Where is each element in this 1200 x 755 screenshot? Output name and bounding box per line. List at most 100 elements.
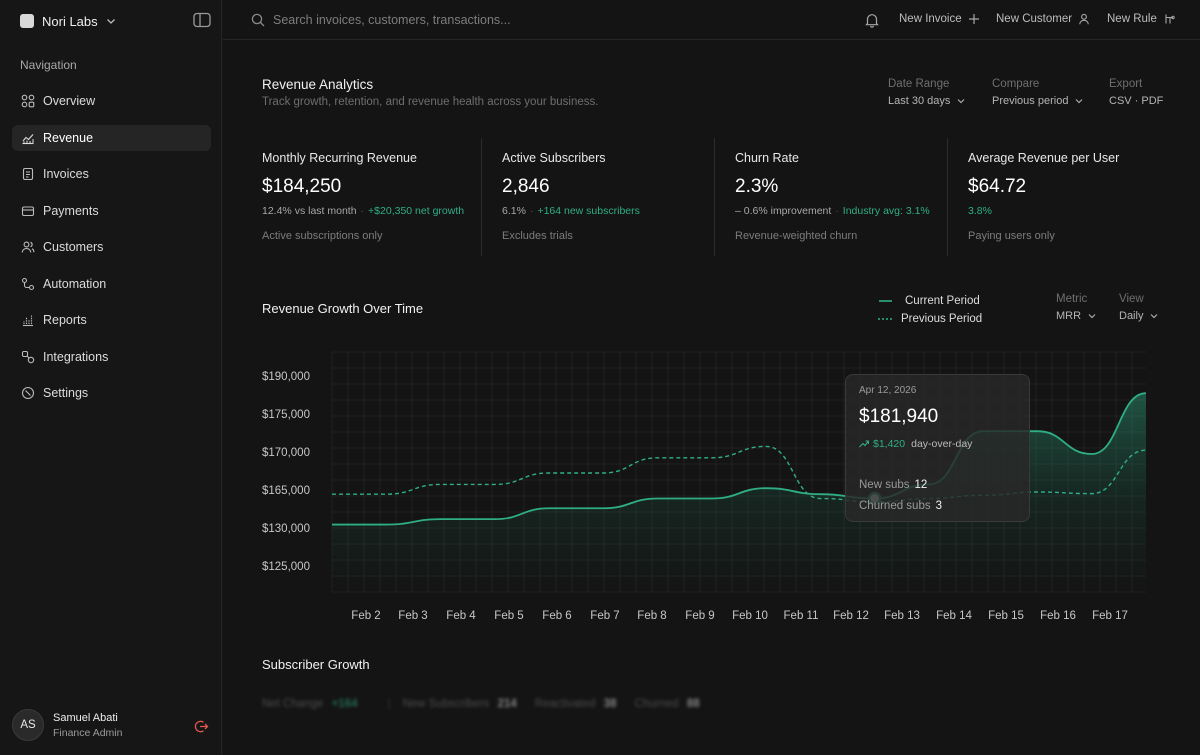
kpi-value: 2.3% — [735, 176, 779, 197]
view-select[interactable]: Daily — [1119, 310, 1159, 322]
chart-legend: Current Period Previous Period — [878, 292, 982, 328]
metric-value: MRR — [1056, 310, 1082, 322]
kpi-change-line: 3.8% — [968, 205, 992, 217]
nav-heading: Navigation — [20, 58, 77, 72]
metric-select[interactable]: MRR — [1056, 310, 1097, 322]
tooltip-churned-label: Churned subs — [859, 500, 931, 512]
kpi-value: $64.72 — [968, 176, 1027, 197]
x-tick-label: Feb 10 — [732, 610, 768, 622]
legend-current-label: Current Period — [905, 295, 980, 307]
kpi-card-subscribers: Active Subscribers 2,846 6.1% · +164 new s… — [502, 140, 702, 255]
x-tick-label: Feb 8 — [637, 610, 667, 622]
legend-dashed-swatch — [878, 318, 892, 320]
search-input[interactable] — [273, 10, 693, 30]
page-subtitle: Track growth, retention, and revenue hea… — [262, 96, 599, 108]
kpi-label: Churn Rate — [735, 151, 799, 165]
avatar: AS — [12, 709, 44, 741]
tooltip-churned-value: 3 — [935, 500, 943, 512]
kpi-change-line: 6.1% · +164 new subscribers — [502, 205, 640, 217]
kpi-change: 12.4% vs last month — [262, 205, 357, 217]
page-title: Revenue Analytics — [262, 77, 374, 92]
sidebar-item-invoices[interactable]: Invoices — [12, 161, 211, 187]
x-tick-label: Feb 9 — [685, 610, 715, 622]
workspace-switcher[interactable]: Nori Labs — [20, 12, 117, 30]
logout-icon[interactable] — [194, 719, 209, 734]
new-invoice-button[interactable]: New Invoice — [899, 13, 980, 25]
tooltip-delta-value: $1,420 — [873, 438, 906, 450]
kpi-note: Revenue-weighted churn — [735, 230, 858, 242]
revenue-icon — [22, 134, 34, 145]
tooltip-new-subs-value: 12 — [914, 479, 928, 491]
stat-value: 214 — [497, 698, 517, 710]
kpi-label: Active Subscribers — [502, 151, 606, 165]
overview-icon — [21, 94, 35, 108]
sidebar-item-reports[interactable]: Reports — [12, 307, 211, 333]
user-role: Finance Admin — [53, 726, 123, 739]
stat-value: 88 — [686, 698, 700, 710]
view-filter: View Daily — [1119, 293, 1159, 322]
y-tick-label: $165,000 — [262, 485, 310, 497]
plus-icon — [968, 14, 979, 24]
customers-icon — [21, 241, 35, 253]
reactivated-stat: Reactivated 38 — [535, 698, 617, 710]
rule-icon — [1165, 14, 1175, 24]
legend-previous: Previous Period — [878, 310, 982, 328]
compare-select[interactable]: Previous period — [992, 95, 1084, 107]
sidebar-item-revenue[interactable]: Revenue — [12, 125, 211, 151]
separator-dot: · — [835, 205, 839, 217]
sidebar-item-customers[interactable]: Customers — [12, 234, 211, 260]
bell-icon[interactable] — [864, 12, 880, 28]
brand-logo — [20, 14, 34, 28]
kpi-card-mrr: Monthly Recurring Revenue $184,250 12.4%… — [262, 140, 472, 255]
new-customer-label: New Customer — [996, 13, 1073, 25]
tooltip-new-subs: New subs 12 — [859, 479, 927, 491]
subscriber-growth-title: Subscriber Growth — [262, 657, 370, 672]
metric-label: Metric — [1056, 293, 1088, 305]
y-tick-label: $175,000 — [262, 409, 310, 421]
export-label: Export — [1109, 78, 1143, 90]
tooltip-date: Apr 12, 2026 — [859, 385, 917, 396]
x-tick-label: Feb 14 — [936, 610, 972, 622]
x-tick-label: Feb 4 — [446, 610, 476, 622]
user-meta: Samuel Abati Finance Admin — [53, 712, 122, 739]
settings-icon — [21, 386, 35, 400]
sidebar-item-label: Payments — [43, 204, 99, 218]
date-range-label: Date Range — [888, 78, 950, 90]
separator-dot: · — [529, 205, 534, 217]
sidebar-item-settings[interactable]: Settings — [12, 380, 211, 406]
integrations-icon — [21, 350, 35, 364]
sidebar-item-integrations[interactable]: Integrations — [12, 344, 211, 370]
user-profile[interactable]: AS Samuel Abati Finance Admin — [12, 709, 122, 741]
kpi-label: Average Revenue per User — [968, 151, 1120, 165]
new-invoice-label: New Invoice — [899, 13, 962, 25]
date-range-select[interactable]: Last 30 days — [888, 95, 966, 107]
kpi-extra: 3.8% — [968, 205, 992, 217]
x-tick-label: Feb 13 — [884, 610, 920, 622]
chevron-down-icon — [106, 19, 115, 24]
sidebar-item-automation[interactable]: Automation — [12, 271, 211, 297]
kpi-divider — [714, 138, 715, 256]
new-rule-button[interactable]: New Rule — [1107, 13, 1175, 25]
sidebar-item-payments[interactable]: Payments — [12, 198, 211, 224]
tooltip-value: $181,940 — [859, 406, 939, 427]
new-customer-button[interactable]: New Customer — [996, 13, 1090, 25]
compare-label: Compare — [992, 78, 1040, 90]
export-formats[interactable]: CSV · PDF — [1109, 95, 1164, 107]
automation-icon — [21, 277, 35, 291]
stat-value: +164 — [331, 698, 358, 710]
kpi-note: Excludes trials — [502, 230, 573, 242]
y-tick-label: $170,000 — [262, 447, 310, 459]
sidebar-toggle-icon[interactable] — [193, 12, 211, 28]
x-tick-label: Feb 15 — [988, 610, 1024, 622]
kpi-extra: +164 new subscribers — [537, 205, 640, 217]
trend-up-icon — [859, 440, 869, 448]
kpi-change: 6.1% — [502, 205, 526, 217]
kpi-change-line: 12.4% vs last month · +$20,350 net growth — [262, 205, 464, 217]
sidebar-item-overview[interactable]: Overview — [12, 88, 211, 114]
invoice-icon — [22, 167, 34, 181]
y-tick-label: $125,000 — [262, 561, 310, 573]
x-tick-label: Feb 3 — [398, 610, 428, 622]
compare-filter: Compare Previous period — [992, 78, 1084, 107]
x-tick-label: Feb 16 — [1040, 610, 1076, 622]
tooltip-delta-label: day-over-day — [911, 438, 973, 450]
